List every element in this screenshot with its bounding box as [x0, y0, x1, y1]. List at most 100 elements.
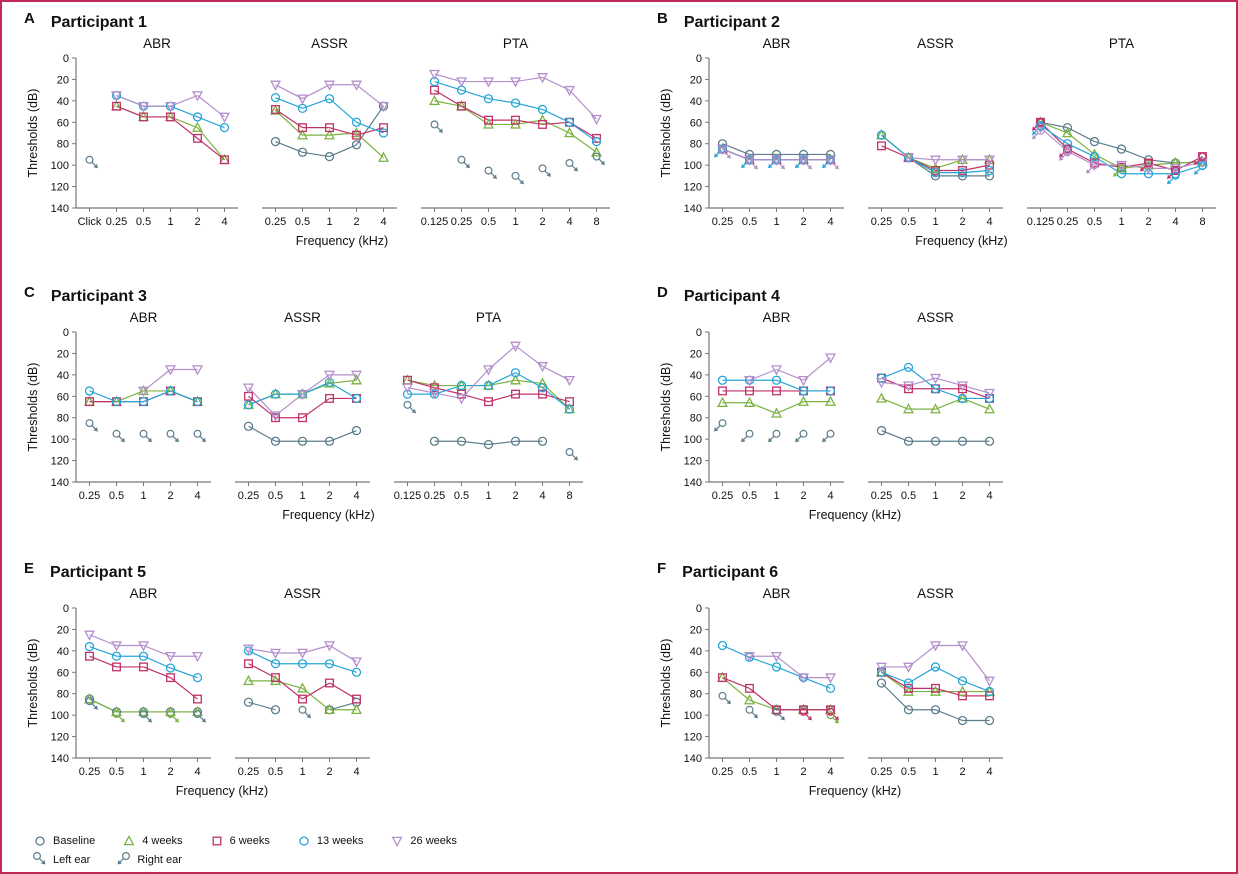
marker-6-weeks [457, 101, 466, 111]
marker-13-weeks [717, 375, 728, 385]
series-line-Baseline [329, 701, 357, 711]
marker-26-weeks [1143, 164, 1154, 175]
marker-6-weeks [985, 160, 994, 170]
series-line-4-weeks [962, 397, 990, 410]
series-line-4-weeks [749, 699, 777, 711]
marker-13-weeks [984, 393, 995, 404]
marker-6-weeks [511, 389, 520, 399]
marker-13-weeks [456, 380, 467, 391]
triangle-up-icon [123, 835, 135, 846]
marker-26-weeks [351, 80, 362, 91]
left-ear-no-response-icon [112, 710, 126, 723]
x-tick-label: 1 [773, 766, 779, 778]
left-ear-no-response-icon [139, 710, 153, 723]
marker-6-weeks [298, 123, 307, 133]
marker-Baseline [351, 140, 362, 150]
series-line-13-weeks [935, 388, 963, 399]
marker-6-weeks [193, 694, 202, 704]
subplot-title: PTA [503, 36, 528, 51]
marker-4-weeks [378, 151, 389, 162]
marker-6-weeks [298, 413, 307, 423]
x-tick-label: 4 [539, 490, 545, 502]
series-line-4-weeks [434, 100, 462, 107]
marker-6-weeks [352, 130, 361, 140]
marker-13-weeks [717, 640, 728, 651]
series-line-13-weeks [488, 372, 516, 387]
marker-4-weeks [351, 374, 362, 385]
right-ear-icon [117, 852, 131, 865]
marker-6-weeks [352, 694, 361, 704]
x-tick-label: 4 [353, 490, 359, 502]
marker-6-weeks [718, 386, 727, 396]
series-line-13-weeks [776, 379, 804, 392]
y-tick-label: 60 [57, 391, 69, 403]
marker-Baseline [717, 139, 728, 149]
series-line-26-weeks [935, 377, 963, 387]
series-line-Baseline [329, 430, 357, 442]
marker-26-weeks [564, 85, 575, 97]
x-tick-label: 0.25 [106, 216, 127, 228]
series-line-6-weeks [116, 105, 144, 118]
marker-4-weeks [1062, 127, 1073, 138]
marker-26-weeks [876, 662, 887, 673]
marker-26-weeks [84, 630, 95, 641]
marker-4-weeks [429, 94, 440, 106]
y-tick-label: 100 [51, 434, 69, 446]
marker-Baseline [930, 705, 941, 715]
series-line-Baseline [1121, 148, 1149, 161]
left-ear-no-response-icon [745, 156, 759, 170]
series-line-13-weeks [962, 680, 990, 693]
y-tick-label: 40 [690, 646, 702, 658]
marker-Baseline [771, 149, 782, 160]
panel-letter: C [24, 284, 35, 301]
series-line-13-weeks [776, 666, 804, 679]
y-tick-label: 100 [51, 710, 69, 722]
x-tick-label: 0.25 [79, 490, 100, 502]
x-tick-label: 0.5 [901, 766, 916, 778]
series-line-26-weeks [302, 644, 330, 654]
x-tick-label: 0.5 [268, 490, 283, 502]
marker-13-weeks [351, 117, 362, 127]
panel-f-assr-chart: ASSR 0.25 0.5 1 2 4 [868, 586, 1003, 778]
marker-26-weeks [429, 388, 440, 400]
marker-26-weeks [192, 365, 203, 376]
marker-26-weeks [771, 651, 782, 663]
series-line-4-weeks [275, 680, 303, 689]
marker-4-weeks [930, 685, 941, 696]
x-tick-label: 0.125 [421, 216, 449, 228]
series-line-26-weeks [1067, 150, 1095, 166]
marker-6-weeks [904, 683, 913, 693]
charts-row: ABR 0.25 0.5 1 2 4 0 20 40 60 80 100 120 140 Threshold… [657, 584, 1013, 784]
series-line-26-weeks [749, 368, 777, 381]
marker-Baseline [456, 436, 467, 446]
legend-marker [123, 835, 135, 846]
series-line-6-weeks [434, 89, 462, 107]
marker-4-weeks [510, 374, 521, 385]
series-line-13-weeks [722, 644, 750, 658]
y-tick-label: 140 [51, 477, 69, 489]
y-tick-label: 40 [690, 370, 702, 382]
series-line-4-weeks [776, 401, 804, 414]
x-tick-label: 4 [194, 490, 200, 502]
series-line-26-weeks [248, 387, 276, 416]
x-axis-label: Frequency (kHz) [295, 234, 389, 248]
series-line-13-weeks [170, 390, 198, 403]
series-line-13-weeks [803, 677, 831, 689]
x-tick-label: 0.25 [424, 490, 445, 502]
marker-Baseline [243, 697, 254, 707]
y-tick-label: 20 [690, 624, 702, 636]
series-line-6-weeks [302, 397, 330, 419]
marker-13-weeks [957, 167, 968, 178]
series-line-4-weeks [542, 119, 570, 134]
marker-13-weeks [270, 92, 281, 103]
x-tick-label: 8 [566, 490, 572, 502]
marker-Baseline [270, 436, 281, 446]
marker-13-weeks [930, 384, 941, 394]
marker-Baseline [798, 149, 809, 160]
y-axis-label: Thresholds (dB) [659, 639, 673, 728]
legend-item-13-weeks: 13 weeks [296, 834, 363, 848]
panel-participant-title: Participant 6 [682, 564, 779, 581]
marker-13-weeks [771, 662, 782, 672]
right-ear-no-response-icon [1058, 148, 1072, 161]
